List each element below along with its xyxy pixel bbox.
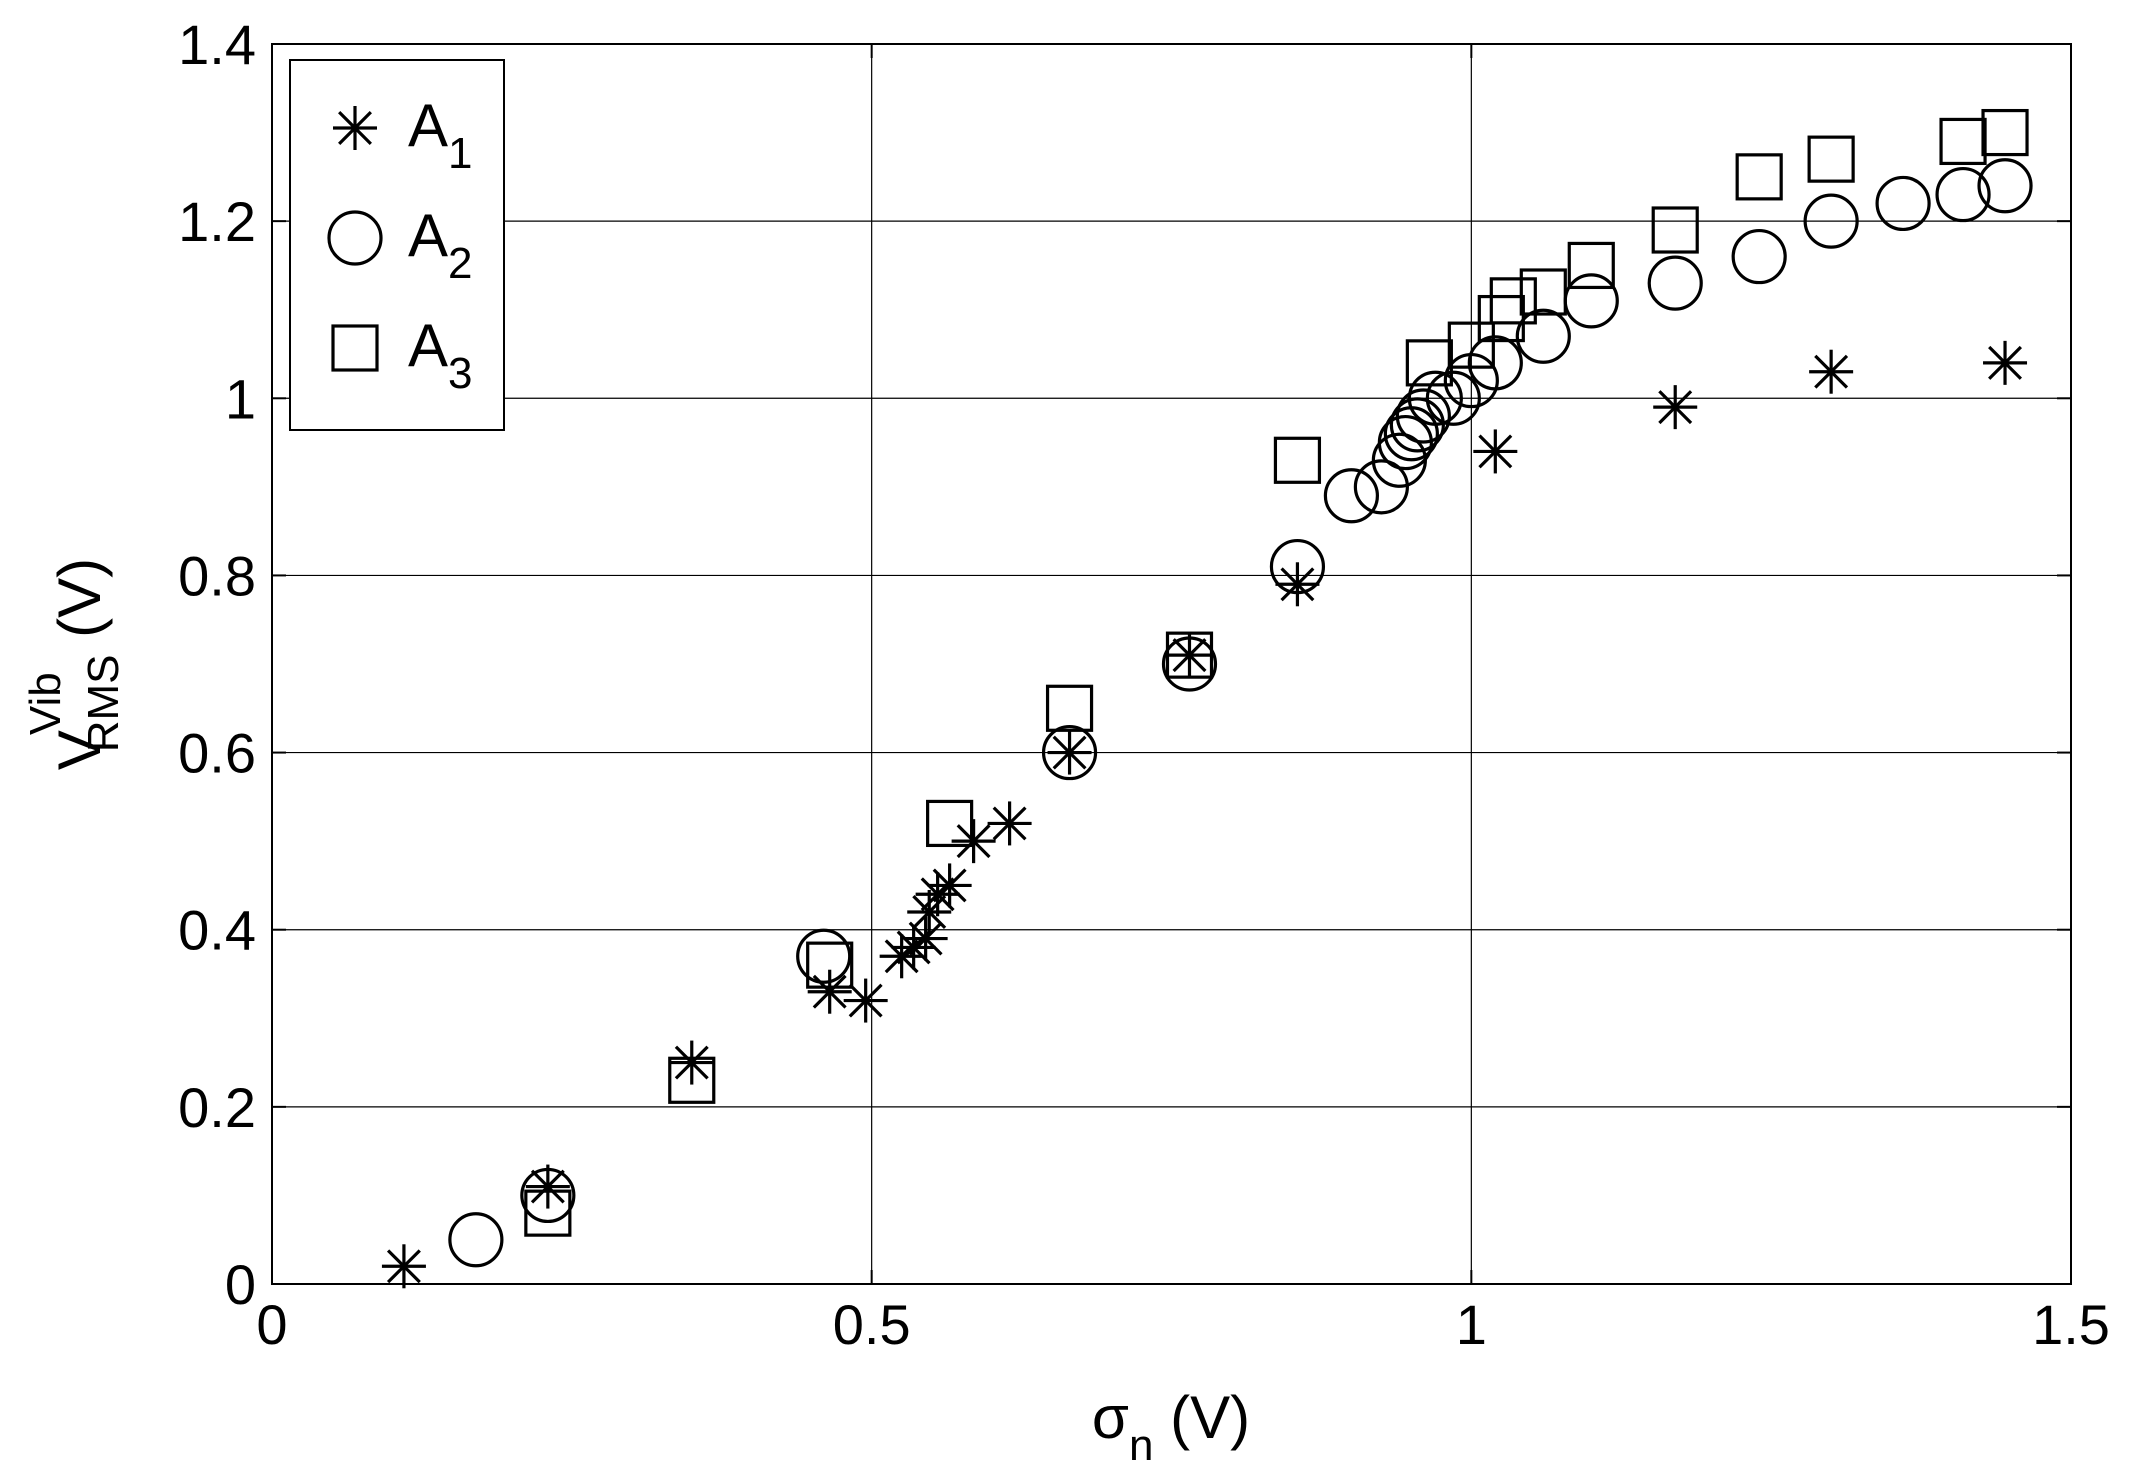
asterisk-point xyxy=(907,890,952,934)
legend-marker-square xyxy=(331,324,379,372)
asterisk-point xyxy=(1275,562,1320,607)
circle-point xyxy=(1875,175,1931,232)
y-tick-label: 0.2 xyxy=(178,1076,256,1139)
square-point xyxy=(1807,135,1855,183)
grid-lines xyxy=(272,44,2071,1284)
asterisk-point xyxy=(951,819,996,864)
circle-point xyxy=(1803,193,1859,249)
circle-point xyxy=(448,1212,504,1268)
y-tick-label: 0.6 xyxy=(178,722,256,785)
legend-box xyxy=(289,59,505,431)
y-tick-label: 0.8 xyxy=(178,544,256,607)
circle-point xyxy=(1323,468,1380,524)
asterisk-point xyxy=(879,934,924,979)
square-point xyxy=(1735,153,1783,201)
y-tick-label: 1.4 xyxy=(178,13,256,76)
x-tick-labels: 0 0.5 1 1.5 xyxy=(256,1293,2110,1356)
asterisk-point xyxy=(915,872,960,917)
asterisk-point xyxy=(987,801,1032,846)
data-marks xyxy=(381,108,2033,1289)
circle-point xyxy=(1377,414,1433,471)
legend: A1 A2 A3 xyxy=(289,59,505,431)
square-point xyxy=(1651,206,1699,254)
circle-point xyxy=(1731,228,1787,285)
x-tick-label: 1.5 xyxy=(2032,1293,2110,1356)
circle-point xyxy=(1515,308,1571,364)
asterisk-point xyxy=(843,978,888,1023)
circle-point xyxy=(1425,370,1481,426)
circle-point xyxy=(520,1167,576,1224)
y-axis-label: VVib RMS (V) xyxy=(21,558,128,770)
square-point xyxy=(1489,277,1537,325)
circle-point xyxy=(1161,636,1218,692)
circle-point xyxy=(796,928,852,984)
asterisk-point xyxy=(1473,429,1518,474)
y-tick-label: 1 xyxy=(225,367,256,430)
square-point xyxy=(1939,117,1987,166)
y-tick-label: 1.2 xyxy=(178,190,256,253)
legend-marker-circle xyxy=(327,210,383,266)
square-point xyxy=(1165,631,1214,679)
circle-point xyxy=(1935,166,1991,223)
series-asterisk xyxy=(381,340,2028,1289)
asterisk-point xyxy=(1983,340,2028,385)
circle-point xyxy=(1389,397,1445,453)
y-tick-label: 0 xyxy=(225,1253,256,1316)
axis-ticks xyxy=(271,43,2072,1285)
circle-point xyxy=(1395,388,1451,444)
asterisk-point xyxy=(1167,633,1212,678)
asterisk-point xyxy=(1809,349,1854,394)
square-point xyxy=(1477,294,1525,343)
x-tick-label: 1 xyxy=(1456,1293,1487,1356)
asterisk-point xyxy=(903,916,948,961)
legend-marker-asterisk xyxy=(333,106,377,150)
series-square xyxy=(524,108,2029,1237)
asterisk-point xyxy=(669,1040,714,1085)
square-point xyxy=(1981,108,2029,157)
x-tick-label: 0 xyxy=(256,1293,287,1356)
asterisk-point xyxy=(807,969,852,1014)
y-tick-labels: 0 0.2 0.4 0.6 0.8 1 1.2 1.4 xyxy=(178,13,256,1316)
square-point xyxy=(1273,436,1322,484)
series-circle xyxy=(448,158,2033,1268)
circle-point xyxy=(1977,158,2033,214)
circle-point xyxy=(1353,459,1409,515)
y-tick-label: 0.4 xyxy=(178,899,256,962)
square-point xyxy=(1519,268,1567,316)
square-point xyxy=(524,1189,572,1237)
asterisk-point xyxy=(525,1164,570,1209)
circle-point xyxy=(1647,255,1703,311)
square-point xyxy=(806,941,854,989)
circle-point xyxy=(1407,370,1463,426)
square-point xyxy=(1045,684,1094,732)
square-point xyxy=(1567,241,1615,290)
asterisk-point xyxy=(381,1244,426,1289)
circle-point xyxy=(1467,335,1523,391)
asterisk-point xyxy=(1653,385,1698,430)
asterisk-point xyxy=(927,863,972,908)
x-axis-label: σn (V) xyxy=(1092,1384,1250,1470)
square-point xyxy=(926,799,974,848)
square-point xyxy=(668,1056,716,1104)
legend-label-a2: A2 xyxy=(408,202,473,288)
plot-area xyxy=(271,43,2072,1285)
square-point xyxy=(1405,339,1453,387)
circle-point xyxy=(1041,724,1098,781)
legend-label-a1: A1 xyxy=(408,92,473,178)
x-tick-label: 0.5 xyxy=(833,1293,911,1356)
square-point xyxy=(1447,321,1495,369)
circle-point xyxy=(1269,538,1326,595)
asterisk-point xyxy=(1047,730,1092,775)
legend-label-a3: A3 xyxy=(408,312,473,398)
